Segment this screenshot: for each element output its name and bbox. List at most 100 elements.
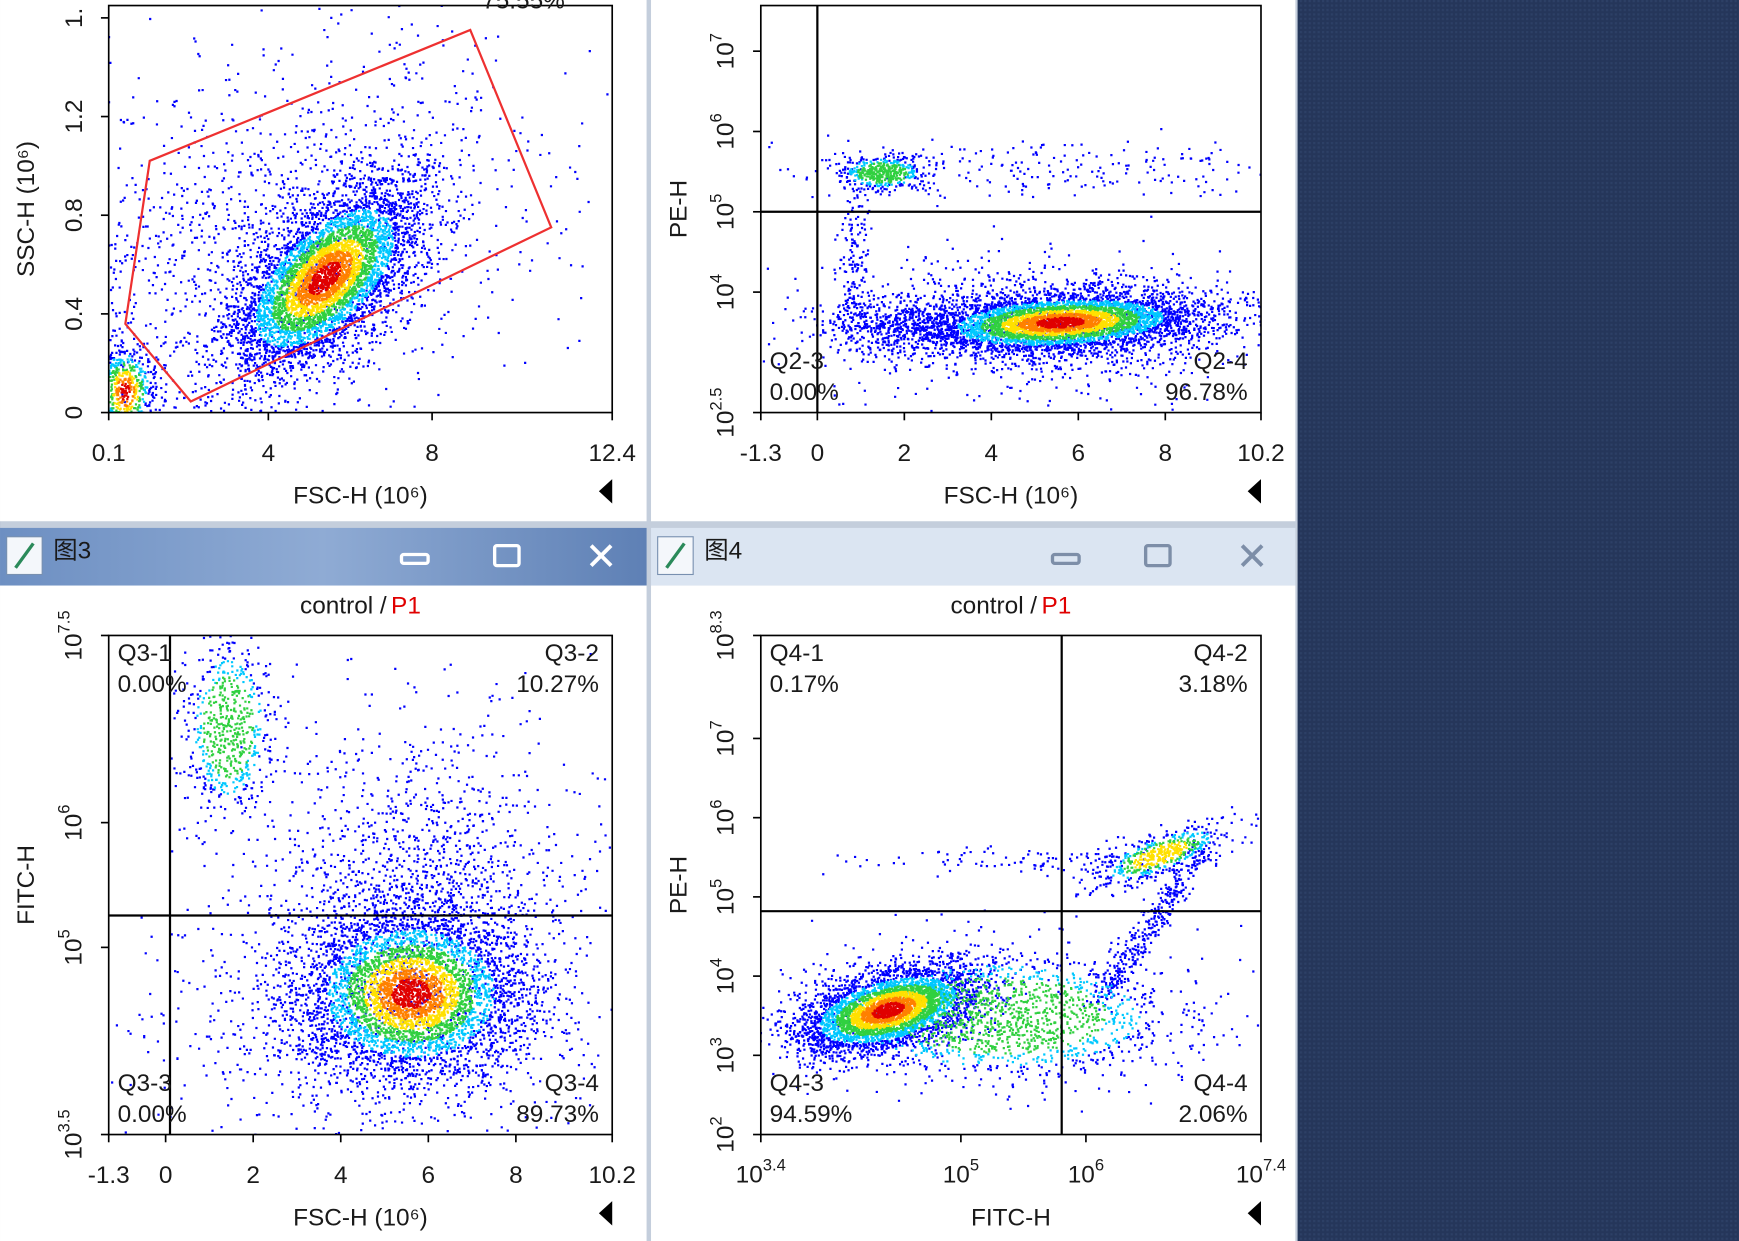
- quadrant-name: Q3-2: [545, 640, 599, 667]
- y-tick-label-exponent: 8.3: [707, 610, 726, 633]
- y-axis-label: SSC-H (10⁶): [13, 141, 40, 277]
- quadrant-percent: 10.27%: [516, 671, 599, 698]
- axis-menu-arrow[interactable]: [598, 1201, 613, 1226]
- y-tick-label-base: 10: [713, 809, 740, 836]
- y-tick-label-exponent: 7: [707, 33, 726, 42]
- x-tick-label: 4: [334, 1162, 348, 1189]
- event-density: [112, 239, 365, 413]
- x-tick-label-base: 10: [736, 1162, 763, 1189]
- plot-frame: [107, 634, 614, 1136]
- quadrant-name: Q2-4: [1193, 348, 1247, 375]
- y-tick-label-exponent: 4: [707, 274, 726, 283]
- plot-frame: [107, 4, 614, 414]
- event-density: [762, 127, 1261, 413]
- x-tick-label: 0: [159, 1162, 173, 1189]
- restore-button[interactable]: [492, 543, 521, 568]
- quadrant-percent: 94.59%: [770, 1101, 853, 1128]
- event-density: [836, 837, 1200, 1055]
- event-density: [849, 841, 1188, 1030]
- x-tick-label: 103.4: [736, 1156, 786, 1189]
- y-tick-label: 103.5: [55, 1109, 88, 1159]
- y-tick-label: 105: [55, 929, 88, 965]
- y-tick-label-base: 10: [713, 411, 740, 438]
- axis-menu-arrow[interactable]: [1247, 1201, 1261, 1226]
- quadrant-name: Q4-3: [770, 1070, 824, 1097]
- minimize-button[interactable]: [399, 552, 430, 566]
- close-button[interactable]: [589, 544, 613, 567]
- y-tick-label: 105: [707, 879, 740, 915]
- x-tick-label: 12.4: [588, 440, 635, 467]
- y-tick-label: 107.5: [55, 610, 88, 660]
- x-tick-label-base: 10: [1068, 1162, 1095, 1189]
- plot-window: [651, 585, 1296, 1241]
- quadrant-name: Q4-4: [1193, 1070, 1247, 1097]
- y-axis-label: PE-H: [665, 856, 692, 914]
- sample-name: control: [300, 593, 373, 620]
- y-tick-label-exponent: 3.5: [55, 1109, 74, 1132]
- event-density: [120, 261, 342, 401]
- minimize-button[interactable]: [1050, 552, 1081, 566]
- y-tick-label-exponent: 7: [707, 720, 726, 729]
- event-dots: [108, 5, 609, 413]
- plot-window: [0, 585, 647, 1241]
- event-dots: [108, 635, 613, 1135]
- y-tick-label-base: 10: [713, 283, 740, 310]
- polygon-gate: [124, 28, 553, 403]
- y-tick-label-exponent: 6: [707, 113, 726, 122]
- quadrant-name: Q3-3: [118, 1070, 172, 1097]
- plot-title: control / P1: [950, 593, 1071, 620]
- x-tick-label: 4: [985, 440, 999, 467]
- quadrant-percent: 89.73%: [516, 1101, 599, 1128]
- event-density: [1036, 316, 1085, 329]
- event-dots: [760, 806, 1260, 1113]
- y-tick-label-base: 10: [713, 123, 740, 150]
- y-axis-label: PE-H: [665, 180, 692, 238]
- x-tick-label-exponent: 5: [970, 1156, 979, 1175]
- event-density: [108, 225, 379, 413]
- y-tick-label-base: 10: [713, 730, 740, 757]
- y-tick-label-exponent: 2: [707, 1116, 726, 1125]
- x-tick-label: -1.3: [88, 1162, 130, 1189]
- quadrant-name: Q4-2: [1193, 640, 1247, 667]
- y-tick-label-base: 10: [61, 938, 88, 965]
- y-tick-label: 106: [707, 799, 740, 835]
- y-tick-label: 1.: [61, 8, 88, 28]
- x-tick-label: 10.2: [588, 1162, 635, 1189]
- plot-frame: [759, 634, 1262, 1136]
- y-tick-label-base: 10: [61, 633, 88, 660]
- x-tick-label-base: 10: [1236, 1162, 1263, 1189]
- y-tick-label: 108.3: [707, 610, 740, 660]
- y-tick-label-exponent: 6: [55, 804, 74, 813]
- event-density: [391, 978, 432, 1010]
- event-density: [1001, 309, 1120, 337]
- y-tick-label: 0: [61, 406, 88, 420]
- quadrant-percent: 0.00%: [118, 671, 187, 698]
- y-tick-label: 105: [707, 194, 740, 230]
- axis-menu-arrow[interactable]: [1247, 479, 1261, 504]
- window-title: 图4: [704, 538, 742, 565]
- y-tick-label-base: 10: [61, 1133, 88, 1160]
- axis-menu-arrow[interactable]: [598, 479, 613, 504]
- x-tick-label: -1.3: [740, 440, 782, 467]
- y-tick-label-exponent: 5: [707, 194, 726, 203]
- event-density: [378, 967, 446, 1020]
- quadrant-percent: 2.06%: [1179, 1101, 1248, 1128]
- y-tick-label-base: 10: [713, 888, 740, 915]
- plot-frame: [759, 4, 1262, 414]
- x-tick-label: 107.4: [1236, 1156, 1286, 1189]
- y-tick-label-exponent: 4: [707, 958, 726, 967]
- event-density: [202, 676, 476, 1044]
- sample-name: control: [950, 593, 1023, 620]
- plot-title: control / P1: [300, 593, 421, 620]
- gate-name: P1: [391, 593, 421, 620]
- y-tick-label: 0.4: [61, 297, 88, 331]
- close-button[interactable]: [1240, 544, 1264, 567]
- x-tick-label-exponent: 3.4: [763, 1156, 786, 1175]
- x-axis-label: FITC-H: [971, 1204, 1051, 1231]
- x-tick-label: 8: [425, 440, 439, 467]
- y-tick-label: 103: [707, 1037, 740, 1073]
- x-tick-label-base: 10: [943, 1162, 970, 1189]
- restore-button[interactable]: [1143, 543, 1172, 568]
- x-tick-label: 105: [943, 1156, 979, 1189]
- x-tick-label: 2: [898, 440, 912, 467]
